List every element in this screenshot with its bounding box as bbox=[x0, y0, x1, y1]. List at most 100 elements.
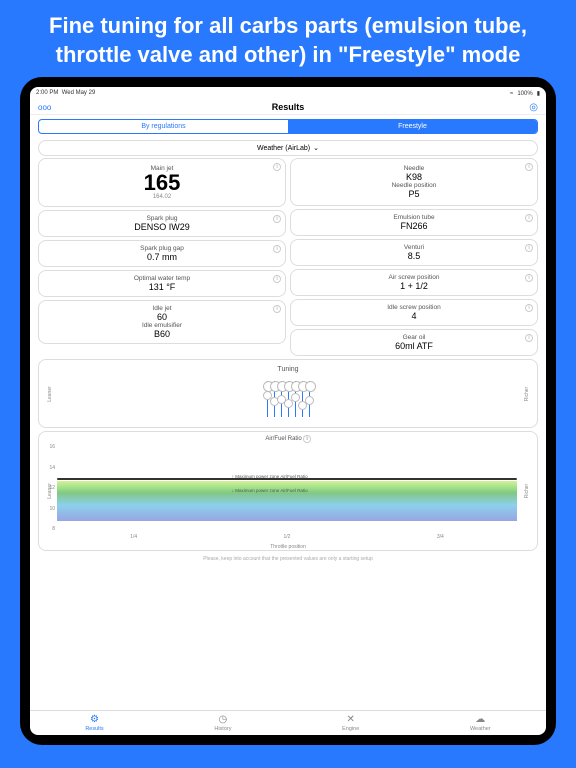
air-screw-value: 1 + 1/2 bbox=[297, 281, 531, 291]
weather-label: Weather (AirLab) bbox=[257, 145, 310, 152]
nav-header: ooo Results ◎ bbox=[30, 100, 546, 115]
gear-oil-card[interactable]: Gear oil 60ml ATF i bbox=[290, 329, 538, 356]
tab-results[interactable]: ⚙Results bbox=[85, 714, 103, 732]
tab-engine[interactable]: ✕Engine bbox=[342, 714, 359, 732]
page-title: Results bbox=[272, 102, 305, 112]
info-icon[interactable]: i bbox=[525, 304, 533, 312]
footer-note: Please, keep into account that the prese… bbox=[38, 554, 538, 564]
tablet-frame: 2:00 PM Wed May 29 ≈ 100% ▮ ooo Results … bbox=[20, 77, 556, 745]
water-temp-value: 131 °F bbox=[45, 282, 279, 292]
air-screw-card[interactable]: Air screw position 1 + 1/2 i bbox=[290, 269, 538, 296]
needle-card[interactable]: Needle K98 Needle position P5 i bbox=[290, 158, 538, 206]
back-button[interactable]: ooo bbox=[38, 103, 51, 112]
venturi-label: Venturi bbox=[297, 244, 531, 251]
battery-icon: ▮ bbox=[537, 90, 540, 97]
needle-pos-label: Needle position bbox=[297, 182, 531, 189]
info-icon[interactable]: i bbox=[525, 214, 533, 222]
info-icon[interactable]: i bbox=[273, 245, 281, 253]
afr-line bbox=[57, 478, 517, 480]
gear-oil-label: Gear oil bbox=[297, 334, 531, 341]
tuning-slider[interactable] bbox=[288, 381, 289, 417]
main-jet-sub: 164.02 bbox=[45, 194, 279, 200]
emulsion-card[interactable]: Emulsion tube FN266 i bbox=[290, 209, 538, 236]
spark-plug-card[interactable]: Spark plug DENSO IW29 i bbox=[38, 210, 286, 237]
x-axis: 1/41/23/4 bbox=[57, 534, 517, 540]
info-icon[interactable]: i bbox=[273, 305, 281, 313]
needle-pos-value: P5 bbox=[297, 189, 531, 199]
spark-gap-value: 0.7 mm bbox=[45, 252, 279, 262]
promo-title: Fine tuning for all carbs parts (emulsio… bbox=[0, 0, 576, 77]
cloud-icon: ☁ bbox=[475, 714, 485, 725]
tuning-slider[interactable] bbox=[295, 381, 296, 417]
zone-label-bot: ↓ Maximum power zone Air/Fuel Ratio bbox=[232, 488, 308, 493]
water-temp-card[interactable]: Optimal water temp 131 °F i bbox=[38, 270, 286, 297]
wifi-icon: ≈ bbox=[510, 91, 513, 97]
status-date: Wed May 29 bbox=[62, 90, 96, 96]
gear-oil-value: 60ml ATF bbox=[297, 341, 531, 351]
needle-value: K98 bbox=[297, 172, 531, 182]
info-icon[interactable]: i bbox=[273, 163, 281, 171]
richer-label: Richer bbox=[524, 386, 530, 400]
spark-gap-label: Spark plug gap bbox=[45, 245, 279, 252]
x-axis-title: Throttle position bbox=[43, 544, 533, 550]
info-icon[interactable]: i bbox=[273, 215, 281, 223]
y-axis: 161412108 bbox=[45, 444, 55, 532]
weather-selector[interactable]: Weather (AirLab) ⌄ bbox=[38, 140, 538, 156]
idle-emul-label: Idle emulsifier bbox=[45, 322, 279, 329]
wrench-icon: ✕ bbox=[347, 714, 355, 725]
tab-by-regulations[interactable]: By regulations bbox=[39, 120, 288, 133]
idle-emul-value: B60 bbox=[45, 329, 279, 339]
venturi-value: 8.5 bbox=[297, 251, 531, 261]
tab-bar: ⚙Results ◷History ✕Engine ☁Weather bbox=[30, 710, 546, 735]
tuning-slider[interactable] bbox=[267, 381, 268, 417]
idle-jet-label: Idle jet bbox=[45, 305, 279, 312]
water-temp-label: Optimal water temp bbox=[45, 275, 279, 282]
user-icon[interactable]: ◎ bbox=[529, 102, 538, 113]
tuning-slider[interactable] bbox=[309, 381, 310, 417]
tuning-panel: Tuning Leaner Richer bbox=[38, 359, 538, 428]
idle-screw-label: Idle screw position bbox=[297, 304, 531, 311]
info-icon[interactable]: i bbox=[525, 244, 533, 252]
spark-gap-card[interactable]: Spark plug gap 0.7 mm i bbox=[38, 240, 286, 267]
battery-text: 100% bbox=[517, 91, 532, 97]
chart-title: Air/Fuel Ratio i bbox=[43, 436, 533, 444]
idle-jet-card[interactable]: Idle jet 60 Idle emulsifier B60 i bbox=[38, 300, 286, 344]
info-icon[interactable]: i bbox=[525, 334, 533, 342]
tab-weather[interactable]: ☁Weather bbox=[470, 714, 491, 732]
air-screw-label: Air screw position bbox=[297, 274, 531, 281]
chart-richer-label: Richer bbox=[524, 484, 530, 498]
status-time: 2:00 PM bbox=[36, 90, 58, 96]
tuning-title: Tuning bbox=[43, 364, 533, 375]
main-jet-value: 165 bbox=[45, 172, 279, 194]
idle-screw-card[interactable]: Idle screw position 4 i bbox=[290, 299, 538, 326]
tuning-slider[interactable] bbox=[281, 381, 282, 417]
idle-screw-value: 4 bbox=[297, 311, 531, 321]
afr-chart: Air/Fuel Ratio i Leaner Richer 161412108… bbox=[38, 431, 538, 551]
power-zone-band bbox=[57, 481, 517, 521]
info-icon[interactable]: i bbox=[525, 274, 533, 282]
leaner-label: Leaner bbox=[47, 386, 53, 402]
segment-control: By regulations Freestyle bbox=[38, 119, 538, 134]
content: Main jet 165 164.02 i Spark plug DENSO I… bbox=[30, 158, 546, 710]
venturi-card[interactable]: Venturi 8.5 i bbox=[290, 239, 538, 266]
needle-label: Needle bbox=[297, 165, 531, 172]
main-jet-card[interactable]: Main jet 165 164.02 i bbox=[38, 158, 286, 207]
status-bar: 2:00 PM Wed May 29 ≈ 100% ▮ bbox=[30, 87, 546, 100]
tab-freestyle[interactable]: Freestyle bbox=[288, 120, 537, 133]
slider-group bbox=[43, 375, 533, 423]
info-icon[interactable]: i bbox=[525, 163, 533, 171]
info-icon[interactable]: i bbox=[273, 275, 281, 283]
tab-history[interactable]: ◷History bbox=[214, 714, 231, 732]
idle-jet-value: 60 bbox=[45, 312, 279, 322]
emulsion-value: FN266 bbox=[297, 221, 531, 231]
clock-icon: ◷ bbox=[219, 714, 228, 725]
tuning-slider[interactable] bbox=[302, 381, 303, 417]
tuning-slider[interactable] bbox=[274, 381, 275, 417]
sliders-icon: ⚙ bbox=[90, 714, 99, 725]
spark-plug-label: Spark plug bbox=[45, 215, 279, 222]
spark-plug-value: DENSO IW29 bbox=[45, 222, 279, 232]
chart-area: 161412108 ↑ Maximum power zone Air/Fuel … bbox=[57, 444, 517, 532]
chevron-down-icon: ⌄ bbox=[313, 144, 319, 152]
emulsion-label: Emulsion tube bbox=[297, 214, 531, 221]
screen: 2:00 PM Wed May 29 ≈ 100% ▮ ooo Results … bbox=[30, 87, 546, 735]
